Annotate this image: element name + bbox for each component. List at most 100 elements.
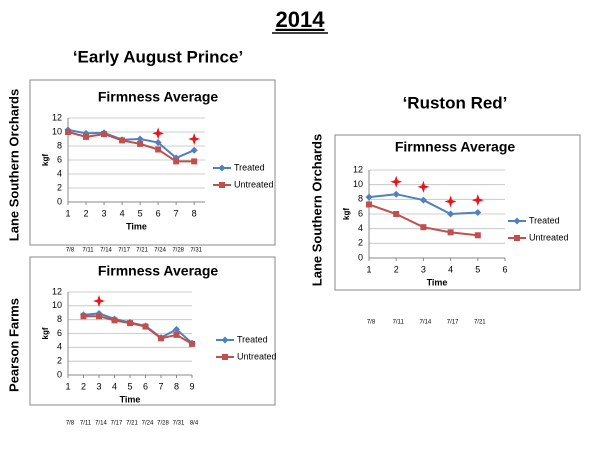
legend-label: Treated [234, 162, 265, 172]
point [393, 211, 400, 217]
x-tick-label: 1 [65, 208, 70, 218]
point [136, 135, 144, 143]
point [80, 313, 87, 320]
point [419, 196, 427, 204]
y-tick-label: 12 [52, 112, 62, 122]
x-tick-label: 9 [189, 381, 194, 391]
date-label: 7/21 [126, 421, 138, 427]
point [191, 158, 198, 165]
series-line [67, 131, 195, 163]
date-label: 7/8 [367, 320, 376, 326]
date-label: 7/14 [100, 248, 112, 254]
point [420, 224, 427, 231]
date-label: 7/28 [157, 421, 169, 427]
significance-star [93, 294, 105, 307]
date-label: 7/14 [420, 320, 432, 326]
y-tick-label: 6 [57, 154, 62, 164]
point [173, 158, 180, 165]
date-label: 7/21 [474, 320, 486, 326]
y-tick-label: 6 [358, 208, 363, 218]
y-tick-label: 2 [57, 182, 62, 192]
point [392, 190, 400, 198]
point [173, 325, 180, 333]
legend-marker [221, 336, 229, 344]
x-tick-label: 5 [127, 381, 132, 391]
significance-star [188, 133, 201, 145]
point [365, 193, 373, 201]
legend-marker [218, 164, 226, 172]
x-tick-label: 1 [65, 381, 70, 391]
chart-title: Firmness Average [98, 89, 219, 105]
y-tick-label: 6 [57, 328, 62, 338]
x-tick-label: 5 [138, 208, 143, 218]
x-tick-label: 2 [81, 381, 86, 391]
date-label: 7/24 [154, 248, 166, 254]
chart-frame [334, 134, 581, 291]
legend-marker [222, 354, 228, 360]
significance-star [444, 195, 457, 208]
y-axis-label: kgf [41, 327, 50, 339]
point [142, 323, 149, 330]
date-label: 7/21 [136, 248, 148, 254]
date-label: 7/17 [118, 248, 130, 254]
variety-label: ‘Early August Prince’ [73, 47, 243, 66]
y-tick-label: 4 [57, 168, 62, 178]
legend-label: Untreated [529, 232, 569, 242]
site-label: Pearson Farms [6, 298, 21, 392]
x-tick-label: 4 [120, 208, 125, 218]
point [83, 133, 90, 140]
chart-frame [29, 79, 276, 246]
x-tick-label: 8 [174, 381, 179, 391]
date-label: 7/8 [66, 421, 75, 427]
date-label: 7/31 [173, 421, 185, 427]
y-tick-label: 0 [358, 252, 363, 262]
site-label: Lane Southern Orchards [309, 134, 324, 286]
significance-star [152, 127, 165, 140]
legend-marker [513, 217, 521, 225]
y-tick-label: 0 [57, 196, 62, 206]
x-tick-label: 2 [394, 264, 399, 274]
legend-label: Treated [237, 334, 268, 344]
significance-star [390, 175, 403, 188]
point [447, 229, 454, 236]
y-axis-label: kgf [342, 208, 351, 220]
x-tick-label: 6 [143, 381, 148, 391]
date-label: 8/4 [190, 421, 199, 427]
y-tick-label: 0 [57, 369, 62, 379]
point [155, 146, 162, 153]
point [96, 313, 102, 320]
x-tick-label: 5 [475, 264, 480, 274]
y-tick-label: 12 [353, 164, 363, 174]
legend-label: Untreated [237, 351, 277, 361]
x-tick-label: 7 [158, 381, 163, 391]
date-label: 7/17 [447, 320, 459, 326]
date-label: 7/31 [190, 248, 202, 254]
x-tick-label: 4 [112, 381, 117, 391]
date-label: 7/17 [111, 421, 123, 427]
date-label: 7/11 [393, 320, 405, 326]
legend-marker [219, 182, 225, 188]
point [158, 335, 164, 342]
x-tick-label: 2 [84, 208, 89, 218]
significance-star [417, 180, 430, 193]
date-label: 7/14 [95, 421, 107, 427]
y-axis-label: kgf [41, 154, 50, 166]
x-tick-label: 3 [96, 381, 101, 391]
y-tick-label: 8 [57, 314, 62, 324]
chart-title: Firmness Average [395, 139, 516, 155]
chart-title: Firmness Average [98, 263, 219, 279]
legend-marker [514, 235, 520, 241]
legend-label: Untreated [234, 179, 274, 189]
point [111, 317, 118, 324]
date-label: 7/11 [82, 248, 94, 254]
point [119, 137, 126, 144]
point [189, 340, 195, 347]
y-tick-label: 4 [358, 223, 363, 233]
x-tick-label: 6 [502, 264, 507, 274]
point [154, 139, 162, 146]
date-label: 7/24 [142, 421, 154, 427]
x-tick-label: 7 [174, 208, 179, 218]
date-label: 7/28 [172, 248, 184, 254]
date-label: 7/11 [80, 421, 92, 427]
